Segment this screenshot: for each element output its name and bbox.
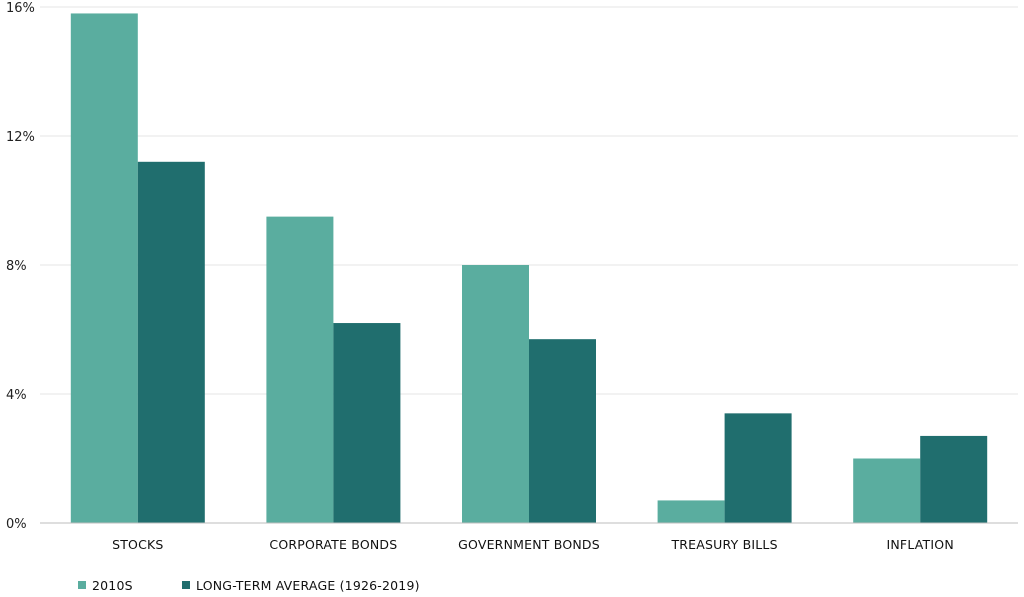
- x-category-label: STOCKS: [112, 537, 163, 552]
- bar-series-2: [920, 435, 988, 523]
- bar-series-2: [529, 339, 596, 523]
- bar-series-1: [853, 458, 921, 523]
- bar-series-1: [70, 13, 138, 523]
- y-tick-label: 8%: [6, 259, 27, 274]
- bars: [70, 13, 988, 524]
- x-category-label: CORPORATE BONDS: [269, 537, 397, 552]
- legend-swatch: [182, 581, 190, 589]
- bar-series-1: [462, 265, 529, 523]
- x-category-label: GOVERNMENT BONDS: [458, 537, 600, 552]
- bar-series-2: [724, 413, 792, 523]
- x-category-label: INFLATION: [887, 537, 954, 552]
- y-tick-label: 12%: [6, 130, 35, 145]
- y-tick-label: 16%: [6, 1, 35, 16]
- x-axis-category-labels: STOCKS CORPORATE BONDS GOVERNMENT BONDS TRE…: [112, 537, 954, 552]
- y-tick-label: 0%: [6, 517, 27, 532]
- legend-label: 2010S: [92, 578, 133, 593]
- bar-series-1: [266, 216, 334, 523]
- bar-series-2: [137, 161, 205, 524]
- legend: 2010S LONG-TERM AVERAGE (1926-2019): [78, 578, 420, 593]
- x-category-label: TREASURY BILLS: [670, 537, 777, 552]
- bar-series-1: [657, 500, 725, 523]
- y-axis-tick-labels: 0% 4% 8% 12% 16%: [6, 1, 35, 532]
- legend-label: LONG-TERM AVERAGE (1926-2019): [196, 578, 420, 593]
- y-tick-label: 4%: [6, 388, 27, 403]
- bar-series-2: [333, 323, 401, 523]
- legend-swatch: [78, 581, 86, 589]
